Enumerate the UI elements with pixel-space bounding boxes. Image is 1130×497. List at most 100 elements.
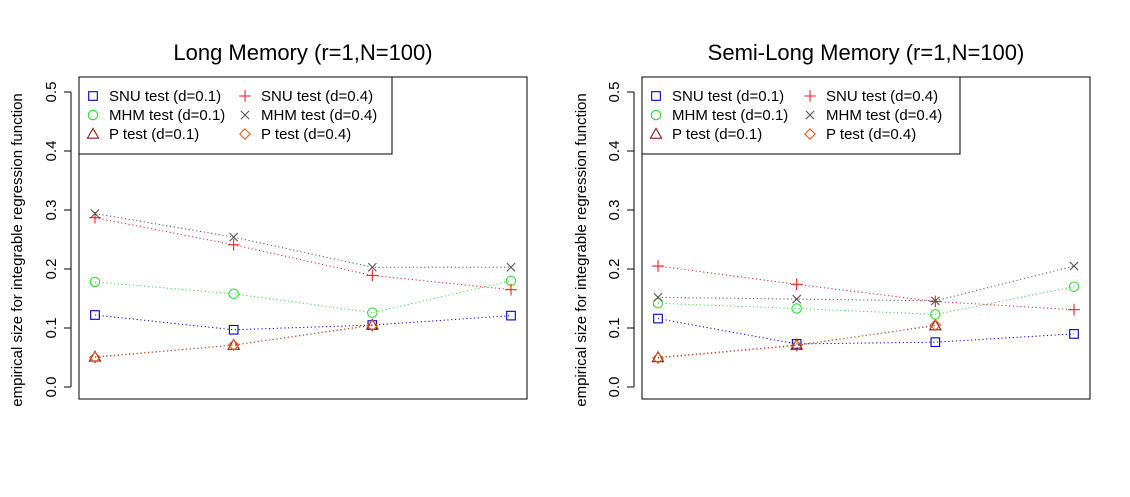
legend: SNU test (d=0.1) MHM test (d=0.1) P test (… xyxy=(641,76,961,155)
data-point xyxy=(367,307,378,318)
y-tick-label: 0.1 xyxy=(606,318,623,339)
legend-marker xyxy=(240,110,250,120)
legend-item-snu-test-d-0-1: SNU test (d=0.1) xyxy=(651,88,784,105)
legend-item-snu-test-d-0-4: SNU test (d=0.4) xyxy=(239,88,373,105)
series-p-test-d-0-4 xyxy=(89,319,379,364)
data-point xyxy=(227,339,240,352)
y-tick-label: 0.4 xyxy=(43,141,60,162)
data-point xyxy=(652,352,664,365)
legend-marker xyxy=(804,90,816,102)
data-point xyxy=(228,288,239,300)
series-p-test-d-0-4 xyxy=(652,319,942,365)
data-point xyxy=(365,318,379,330)
data-point xyxy=(89,351,101,364)
data-point xyxy=(367,262,377,272)
legend-marker xyxy=(650,109,662,121)
data-point xyxy=(652,260,664,272)
data-point xyxy=(1068,303,1080,316)
legend-marker xyxy=(87,109,99,121)
legend-item-snu-test-d-0-4: SNU test (d=0.4) xyxy=(804,88,938,105)
legend-item-p-test-d-0-1: P test (d=0.1) xyxy=(649,126,762,143)
legend-label: P test (d=0.1) xyxy=(672,126,762,143)
legend-label: SNU test (d=0.1) xyxy=(109,88,221,105)
series-mhm-test-d-0-1 xyxy=(89,275,517,318)
series-line xyxy=(657,325,936,358)
y-axis-label: empirical size for integrable regression… xyxy=(573,93,590,406)
data-point xyxy=(506,262,516,272)
data-point xyxy=(930,337,941,348)
legend-label: SNU test (d=0.1) xyxy=(672,88,784,105)
chart-title: Semi-Long Memory (r=1,N=100) xyxy=(708,40,1025,65)
y-tick-label: 0.5 xyxy=(43,82,60,103)
chart-title: Long Memory (r=1,N=100) xyxy=(173,40,432,65)
data-point xyxy=(1068,281,1080,292)
series-line xyxy=(657,265,1075,302)
series-line xyxy=(657,318,1075,345)
data-point xyxy=(506,310,516,321)
data-point xyxy=(790,339,803,352)
data-point xyxy=(89,276,101,288)
series-mhm-test-d-0-4 xyxy=(653,261,1079,306)
data-point xyxy=(930,296,940,306)
legend-marker xyxy=(649,127,663,139)
legend-marker xyxy=(804,128,816,140)
legend-label: MHM test (d=0.1) xyxy=(672,107,788,124)
data-point xyxy=(90,209,100,219)
legend-label: P test (d=0.4) xyxy=(261,126,351,143)
y-axis-label: empirical size for integrable regression… xyxy=(9,93,26,406)
series-line xyxy=(657,265,1075,311)
legend-label: P test (d=0.1) xyxy=(109,126,199,143)
legend-label: MHM test (d=0.4) xyxy=(261,107,377,124)
legend-box xyxy=(78,76,393,155)
data-point xyxy=(229,232,239,242)
legend-marker xyxy=(88,91,98,101)
legend-label: MHM test (d=0.1) xyxy=(109,107,225,124)
series-line xyxy=(94,314,512,331)
data-point xyxy=(228,324,239,335)
legend-item-p-test-d-0-1: P test (d=0.1) xyxy=(86,126,199,143)
series-line xyxy=(94,280,512,314)
y-tick-label: 0.4 xyxy=(606,141,623,162)
y-tick-label: 0.3 xyxy=(43,200,60,221)
data-point xyxy=(227,239,240,251)
y-tick-label: 0.0 xyxy=(43,377,60,398)
data-point xyxy=(1069,261,1079,271)
legend-marker xyxy=(239,90,251,102)
legend-label: MHM test (d=0.4) xyxy=(826,107,942,124)
legend-label: P test (d=0.4) xyxy=(826,126,916,143)
legend-box xyxy=(641,76,961,155)
data-point xyxy=(366,319,379,332)
legend-item-mhm-test-d-0-4: MHM test (d=0.4) xyxy=(240,107,377,124)
series-line xyxy=(94,213,511,268)
data-point xyxy=(928,318,942,331)
y-tick-label: 0.2 xyxy=(606,259,623,280)
y-tick-label: 0.5 xyxy=(606,82,623,103)
series-snu-test-d-0-4 xyxy=(89,211,517,296)
data-point xyxy=(505,283,517,296)
legend-marker xyxy=(239,128,251,140)
y-tick-label: 0.2 xyxy=(43,259,60,280)
chart-panel-2: Semi-Long Memory (r=1,N=100) 0.0 0.1 0.2 0.3… xyxy=(573,40,1091,407)
legend-label: SNU test (d=0.4) xyxy=(826,88,938,105)
data-point xyxy=(88,350,102,362)
legend-marker xyxy=(651,91,661,101)
data-point xyxy=(1069,329,1079,339)
data-point xyxy=(792,294,802,304)
legend-item-mhm-test-d-0-4: MHM test (d=0.4) xyxy=(805,107,942,124)
series-snu-test-d-0-1 xyxy=(653,313,1079,349)
data-point xyxy=(929,319,942,331)
series-line xyxy=(657,286,1075,315)
data-point xyxy=(652,297,664,309)
data-point xyxy=(227,338,241,350)
series-line xyxy=(657,324,936,359)
chart-panel-1: Long Memory (r=1,N=100) 0.0 0.1 0.2 0.3 0.4 0.… xyxy=(9,40,528,407)
legend-item-p-test-d-0-4: P test (d=0.4) xyxy=(804,126,916,143)
series-mhm-test-d-0-1 xyxy=(652,281,1080,320)
series-snu-test-d-0-1 xyxy=(90,310,516,335)
y-tick-label: 0.1 xyxy=(43,318,60,339)
data-point xyxy=(653,292,663,302)
legend-item-snu-test-d-0-1: SNU test (d=0.1) xyxy=(88,88,221,105)
data-point xyxy=(651,350,665,363)
legend: SNU test (d=0.1) MHM test (d=0.1) P test (… xyxy=(78,76,393,155)
